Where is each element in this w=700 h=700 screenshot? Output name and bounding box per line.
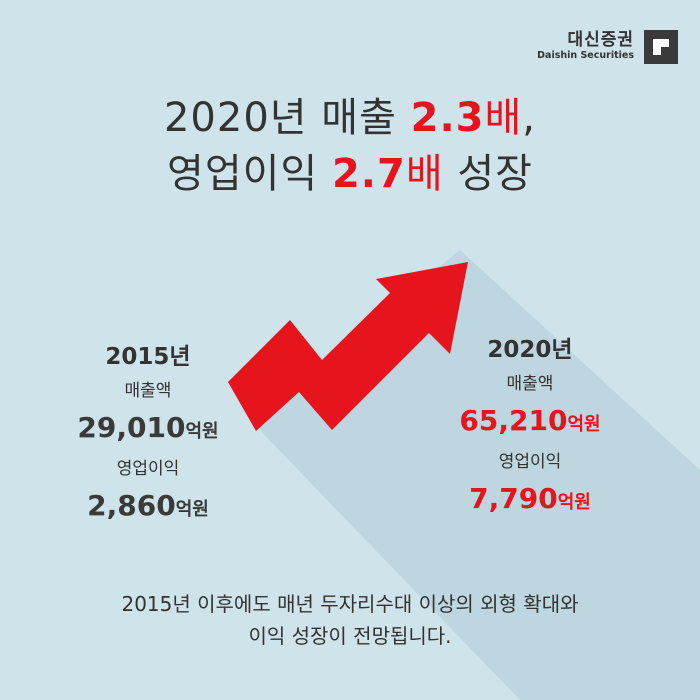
headline-line2-suffix: 성장 bbox=[443, 151, 533, 197]
sales-value: 65,210억원 bbox=[445, 399, 615, 447]
headline-line1-prefix: 2020년 매출 bbox=[163, 95, 411, 141]
sales-unit: 억원 bbox=[185, 421, 219, 442]
footer-line-1: 2015년 이후에도 매년 두자리수대 이상의 외형 확대와 bbox=[121, 592, 579, 616]
profit-number: 2,860 bbox=[87, 489, 176, 522]
profit-unit: 억원 bbox=[175, 499, 209, 520]
headline-line-1: 2020년 매출 2.3배, bbox=[0, 90, 700, 146]
headline-line2-prefix: 영업이익 bbox=[167, 151, 332, 197]
year-label: 2020년 bbox=[487, 337, 573, 363]
sales-label: 매출액 bbox=[124, 381, 172, 401]
profit-number: 7,790 bbox=[469, 482, 558, 515]
profit-value: 7,790억원 bbox=[445, 477, 615, 525]
headline: 2020년 매출 2.3배, 영업이익 2.7배 성장 bbox=[0, 90, 700, 202]
sales-number: 65,210 bbox=[459, 404, 568, 437]
footer-line-2: 이익 성장이 전망됩니다. bbox=[248, 624, 452, 648]
sales-label: 매출액 bbox=[506, 374, 554, 394]
profit-growth-unit: 배 bbox=[405, 151, 444, 197]
sales-growth-unit: 배 bbox=[484, 95, 523, 141]
stats-2015: 2015년 매출액 29,010억원 영업이익 2,860억원 bbox=[58, 338, 238, 532]
sales-number: 29,010 bbox=[77, 411, 186, 444]
sales-value: 29,010억원 bbox=[58, 406, 238, 454]
year-label: 2015년 bbox=[105, 344, 191, 370]
stats-2020: 2020년 매출액 65,210억원 영업이익 7,790억원 bbox=[445, 331, 615, 525]
profit-label: 영업이익 bbox=[498, 452, 562, 472]
brand-logo: 대신증권 Daishin Securities bbox=[537, 30, 678, 64]
profit-growth-number: 2.7 bbox=[331, 151, 406, 197]
sales-unit: 억원 bbox=[567, 414, 601, 435]
profit-unit: 억원 bbox=[557, 492, 591, 513]
headline-line-2: 영업이익 2.7배 성장 bbox=[0, 146, 700, 202]
profit-value: 2,860억원 bbox=[58, 484, 238, 532]
profit-label: 영업이익 bbox=[116, 459, 180, 479]
brand-name-en: Daishin Securities bbox=[537, 50, 634, 61]
headline-line1-suffix: , bbox=[522, 95, 537, 141]
sales-growth-number: 2.3 bbox=[410, 95, 485, 141]
daishin-logo-icon bbox=[644, 30, 678, 64]
footer-note: 2015년 이후에도 매년 두자리수대 이상의 외형 확대와 이익 성장이 전망… bbox=[0, 588, 700, 652]
brand-name-kr: 대신증권 bbox=[567, 30, 634, 50]
